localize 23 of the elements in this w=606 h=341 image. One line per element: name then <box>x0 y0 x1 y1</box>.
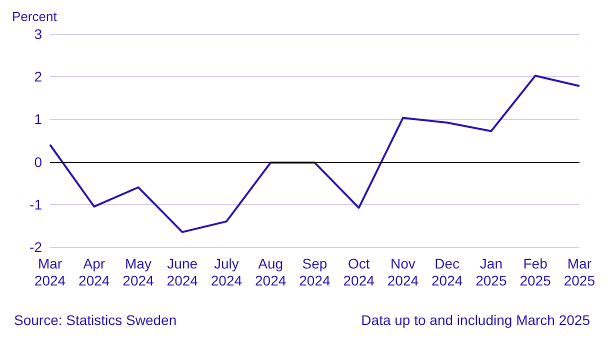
x-tick-label: Jan 2025 <box>476 256 507 288</box>
text: Data up to and including March 2025 <box>361 312 590 328</box>
x-tick-label: Nov 2024 <box>387 256 419 288</box>
x-tick-label: Dec 2024 <box>431 256 463 288</box>
y-axis-title: Percent <box>12 9 58 24</box>
y-tick-label: 0 <box>34 154 42 170</box>
x-tick-label: May 2024 <box>122 256 154 288</box>
x-tick-label: Aug 2024 <box>255 256 286 288</box>
x-tick-label: June 2024 <box>166 256 198 288</box>
x-tick-label: Mar 2024 <box>34 256 66 288</box>
line-series <box>49 74 580 234</box>
source-note: Source: Statistics Sweden <box>14 312 177 328</box>
x-tick-label: Apr 2024 <box>78 256 110 288</box>
y-tick-label: -2 <box>30 239 42 255</box>
x-tick-label: Oct 2024 <box>343 256 375 288</box>
x-tick-label: Feb 2025 <box>520 256 552 288</box>
y-tick-label: 3 <box>34 26 42 42</box>
y-tick-label: 1 <box>34 111 42 128</box>
y-tick-label: 2 <box>34 68 42 85</box>
y-tick-label: -1 <box>30 196 42 212</box>
x-tick-label: Mar 2025 <box>564 256 596 288</box>
x-tick-label: Sep 2024 <box>299 256 330 288</box>
x-tick-label: July 2024 <box>210 256 242 288</box>
